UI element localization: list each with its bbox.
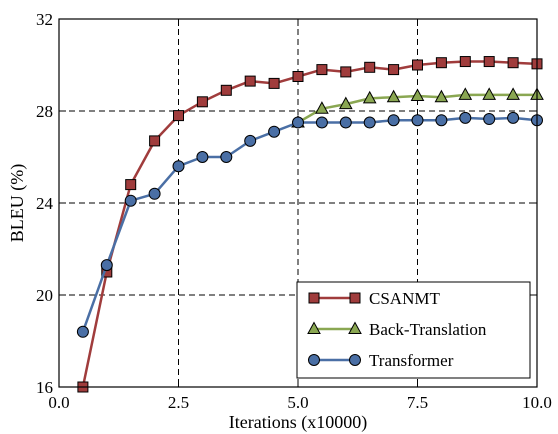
data-point-csanmt-7 [244,75,256,87]
data-point-csanmt-8 [268,77,280,89]
data-point-transformer-5 [196,151,209,163]
data-point-back-translation-8 [482,87,497,100]
series-layer [76,56,544,393]
y-axis-title: BLEU (%) [7,164,28,242]
data-point-csanmt-18 [507,57,519,69]
data-point-transformer-18 [507,111,520,124]
series-csanmt [77,56,543,393]
data-point-transformer-17 [483,113,496,126]
data-point-csanmt-4 [173,110,184,122]
data-point-back-translation-7 [458,87,473,100]
x-tick-label-1: 2.5 [168,393,189,412]
data-point-csanmt-17 [483,56,495,68]
data-point-transformer-14 [411,114,424,127]
data-point-transformer-9 [292,116,304,129]
x-tick-label-4: 10.0 [522,393,552,412]
data-point-transformer-8 [268,125,281,138]
data-point-csanmt-3 [149,135,161,147]
data-point-csanmt-9 [292,71,304,82]
legend-marker-csanmt-a [308,292,320,304]
axis-ticks: 0.0 2.5 5.0 7.5 10.0 16 20 24 28 32 [36,10,552,412]
legend: CSANMT Back-Translation Transformer [296,281,531,379]
legend-item-transformer: Transformer [308,351,454,370]
data-point-transformer-11 [339,116,352,129]
data-point-csanmt-13 [388,64,400,76]
data-point-transformer-7 [244,134,257,147]
legend-item-back-translation: Back-Translation [307,320,487,339]
data-point-transformer-2 [124,194,137,207]
legend-marker-back-translation-b [348,321,362,334]
data-point-transformer-4 [172,160,185,173]
legend-label-csanmt: CSANMT [369,289,440,308]
data-point-csanmt-12 [364,61,376,73]
legend-marker-back-translation-a [307,321,321,334]
data-point-back-translation-6 [434,89,449,103]
y-tick-label-4: 32 [36,10,53,29]
legend-label-transformer: Transformer [369,351,454,370]
y-tick-label-1: 20 [36,286,53,305]
data-point-transformer-1 [100,259,113,272]
data-point-transformer-10 [315,116,328,129]
data-point-csanmt-5 [196,96,208,108]
y-tick-label-0: 16 [36,378,53,397]
data-point-csanmt-16 [459,56,471,68]
x-tick-label-3: 7.5 [407,393,428,412]
data-point-csanmt-11 [340,66,352,78]
legend-item-csanmt: CSANMT [308,289,440,308]
data-point-transformer-13 [387,114,400,127]
y-tick-label-3: 28 [36,102,53,121]
legend-marker-csanmt-b [349,292,361,304]
data-point-transformer-6 [220,151,233,163]
legend-marker-transformer-b [349,354,361,366]
data-point-csanmt-6 [220,84,232,96]
data-point-csanmt-14 [412,59,423,71]
data-point-back-translation-2 [338,96,353,110]
legend-marker-transformer-a [308,354,320,366]
data-point-transformer-15 [435,114,448,127]
x-tick-label-0: 0.0 [48,393,69,412]
data-point-transformer-16 [459,111,472,124]
data-point-transformer-12 [363,116,376,129]
data-point-csanmt-2 [125,179,137,191]
data-point-csanmt-10 [316,64,328,76]
legend-label-back-translation: Back-Translation [369,320,487,339]
data-point-transformer-0 [76,325,89,338]
data-point-back-translation-3 [362,90,377,104]
x-axis-title: Iterations (x10000) [229,412,367,433]
data-point-back-translation-1 [315,101,329,114]
y-tick-label-2: 24 [36,194,54,213]
data-point-back-translation-9 [506,87,520,100]
data-point-transformer-3 [148,187,161,200]
series-transformer [76,111,543,338]
x-tick-label-2: 5.0 [287,393,308,412]
data-point-csanmt-15 [435,57,447,69]
data-point-back-translation-4 [386,89,401,103]
data-point-back-translation-5 [410,88,425,102]
